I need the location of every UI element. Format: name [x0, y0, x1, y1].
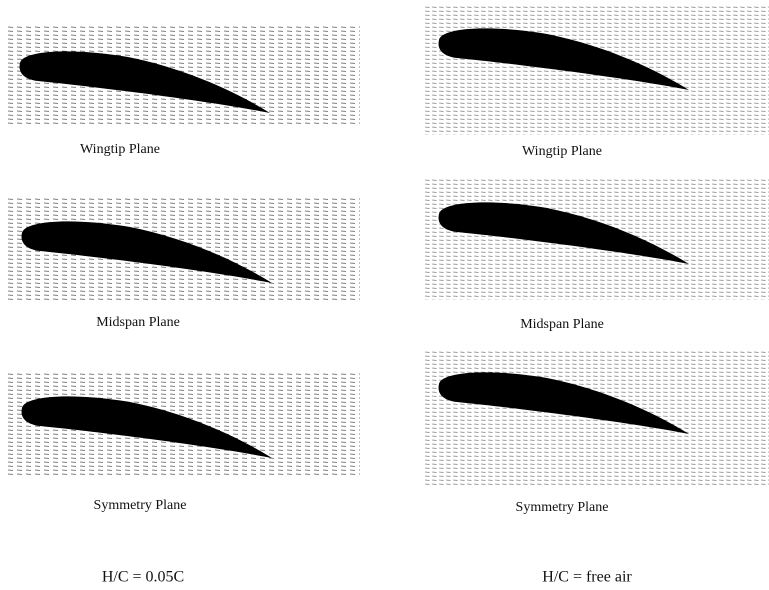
- panel-caption: Wingtip Plane: [80, 142, 160, 157]
- flow-panel: [8, 372, 360, 475]
- figure: Wingtip Plane Midspan Plane Symmetry Pla…: [0, 0, 769, 590]
- panel-caption: Symmetry Plane: [516, 500, 609, 515]
- panel-caption: Symmetry Plane: [94, 498, 187, 513]
- flow-panel: [425, 5, 769, 135]
- panel-caption: Wingtip Plane: [522, 144, 602, 159]
- panel-caption: Midspan Plane: [520, 317, 604, 332]
- page: Wingtip Plane Midspan Plane Symmetry Pla…: [0, 0, 769, 590]
- flow-panel: [8, 197, 360, 300]
- flow-panel: [425, 178, 769, 300]
- flow-panel: [8, 25, 360, 125]
- flow-panel: [425, 350, 769, 485]
- column-label: H/C = free air: [542, 569, 632, 586]
- column-label: H/C = 0.05C: [102, 569, 184, 586]
- panel-caption: Midspan Plane: [96, 315, 180, 330]
